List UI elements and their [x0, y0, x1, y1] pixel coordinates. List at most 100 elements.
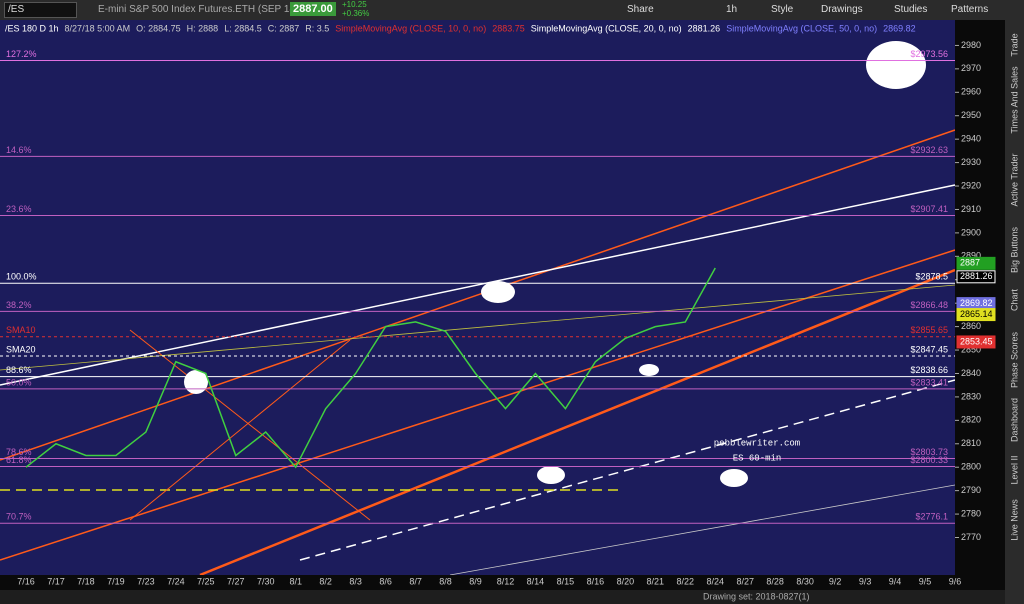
last-price: 2887.00 — [290, 2, 336, 16]
level-label: 100.0% — [6, 272, 37, 282]
trend-line — [0, 249, 956, 561]
y-tick-label: 2920 — [961, 180, 981, 190]
trend-line — [299, 379, 956, 561]
level-label: 61.8% — [6, 455, 32, 465]
annotation: pebblewriter.com — [714, 438, 800, 448]
y-tick-label: 2930 — [961, 157, 981, 167]
sidebar-tab[interactable]: Trade — [1009, 33, 1019, 56]
x-tick-label: 9/5 — [919, 576, 932, 586]
price-tag-label: 2887 — [960, 258, 980, 268]
y-tick-label: 2850 — [961, 344, 981, 354]
marker — [481, 281, 515, 303]
trend-line — [0, 129, 956, 461]
x-tick-label: 8/27 — [736, 576, 754, 586]
share-button[interactable]: Share — [627, 4, 654, 15]
x-tick-label: 8/6 — [379, 576, 392, 586]
x-tick-label: 8/28 — [766, 576, 784, 586]
header-item: 2869.82 — [883, 23, 916, 33]
style-button[interactable]: Style — [771, 4, 794, 15]
sidebar-tab[interactable]: Big Buttons — [1009, 226, 1019, 273]
y-tick-label: 2900 — [961, 227, 981, 237]
x-tick-label: 8/7 — [409, 576, 422, 586]
sidebar-tab[interactable]: Level II — [1009, 455, 1019, 484]
x-tick-label: 8/16 — [587, 576, 605, 586]
annotation: ES 60-min — [733, 453, 782, 463]
trend-line — [199, 268, 956, 577]
studies-button[interactable]: Studies — [894, 4, 928, 15]
header-item: 8/27/18 5:00 AM — [65, 23, 131, 33]
x-tick-label: 7/25 — [197, 576, 215, 586]
y-tick-label: 2840 — [961, 368, 981, 378]
marker — [537, 466, 565, 484]
level-label: 23.6% — [6, 204, 32, 214]
x-tick-label: 9/6 — [949, 576, 962, 586]
x-tick-label: 8/3 — [349, 576, 362, 586]
level-label: 127.2% — [6, 49, 37, 59]
level-value-label: $2866.48 — [910, 300, 948, 310]
level-label: 88.6% — [6, 365, 32, 375]
y-tick-label: 2970 — [961, 63, 981, 73]
sidebar-tab[interactable]: Active Trader — [1009, 153, 1019, 206]
y-tick-label: 2800 — [961, 462, 981, 472]
y-tick-label: 2940 — [961, 134, 981, 144]
x-tick-label: 8/2 — [319, 576, 332, 586]
change-pct: +0.36% — [342, 9, 370, 18]
x-tick-label: 7/27 — [227, 576, 245, 586]
y-tick-label: 2860 — [961, 321, 981, 331]
level-label: 78.6% — [6, 447, 32, 457]
x-tick-label: 7/23 — [137, 576, 155, 586]
sidebar-tab[interactable]: Chart — [1009, 289, 1019, 312]
sidebar-tab[interactable]: Phase Scores — [1009, 331, 1019, 388]
drawings-button[interactable]: Drawings — [821, 4, 863, 15]
trend-line — [0, 284, 956, 371]
x-tick-label: 7/17 — [47, 576, 65, 586]
status-bar — [0, 590, 1005, 604]
symbol-box[interactable]: /ES — [4, 2, 77, 18]
header-item: H: 2888 — [187, 23, 219, 33]
y-tick-label: 2780 — [961, 508, 981, 518]
y-tick-label: 2980 — [961, 40, 981, 50]
header-item: L: 2884.5 — [224, 23, 262, 33]
time-axis — [0, 575, 955, 590]
price-tag-label: 2853.45 — [960, 336, 993, 346]
level-value-label: $2803.73 — [910, 447, 948, 457]
x-tick-label: 8/21 — [647, 576, 665, 586]
header-item: SimpleMovingAvg (CLOSE, 20, 0, no) — [531, 23, 682, 33]
patterns-button[interactable]: Patterns — [951, 4, 989, 15]
sidebar — [1005, 20, 1024, 604]
x-tick-label: 7/24 — [167, 576, 185, 586]
x-tick-label: 8/24 — [706, 576, 724, 586]
marker — [639, 364, 659, 376]
price-tag — [956, 270, 996, 284]
header-item: R: 3.5 — [305, 23, 329, 33]
x-tick-label: 7/19 — [107, 576, 125, 586]
y-tick-label: 2890 — [961, 251, 981, 261]
sidebar-tab[interactable]: Times And Sales — [1009, 66, 1019, 134]
y-tick-label: 2910 — [961, 204, 981, 214]
price-tag — [956, 256, 996, 270]
header-item: C: 2887 — [268, 23, 300, 33]
sidebar-tab[interactable]: Dashboard — [1009, 398, 1019, 442]
marker — [184, 370, 208, 394]
level-value-label: $2847.45 — [910, 344, 948, 354]
sidebar-tab[interactable]: Live News — [1009, 499, 1019, 541]
level-label: 70.7% — [6, 512, 32, 522]
level-value-label: $2838.66 — [910, 365, 948, 375]
x-tick-label: 9/2 — [829, 576, 842, 586]
header-item: 2881.26 — [688, 23, 721, 33]
timeframe-button[interactable]: 1h — [726, 4, 738, 15]
header-item: SimpleMovingAvg (CLOSE, 50, 0, no) — [726, 23, 877, 33]
x-tick-label: 8/15 — [557, 576, 575, 586]
price-tag — [956, 308, 996, 322]
trend-line — [449, 484, 956, 576]
level-label: SMA20 — [6, 344, 36, 354]
x-tick-label: 8/9 — [469, 576, 482, 586]
x-tick-label: 9/4 — [889, 576, 902, 586]
header-item: 2883.75 — [492, 23, 525, 33]
trend-line — [129, 329, 371, 521]
y-tick-label: 2830 — [961, 391, 981, 401]
trend-line — [129, 339, 351, 521]
change: +10.25 — [342, 0, 367, 9]
header-item: SimpleMovingAvg (CLOSE, 10, 0, no) — [335, 23, 486, 33]
level-label: 38.2% — [6, 300, 32, 310]
